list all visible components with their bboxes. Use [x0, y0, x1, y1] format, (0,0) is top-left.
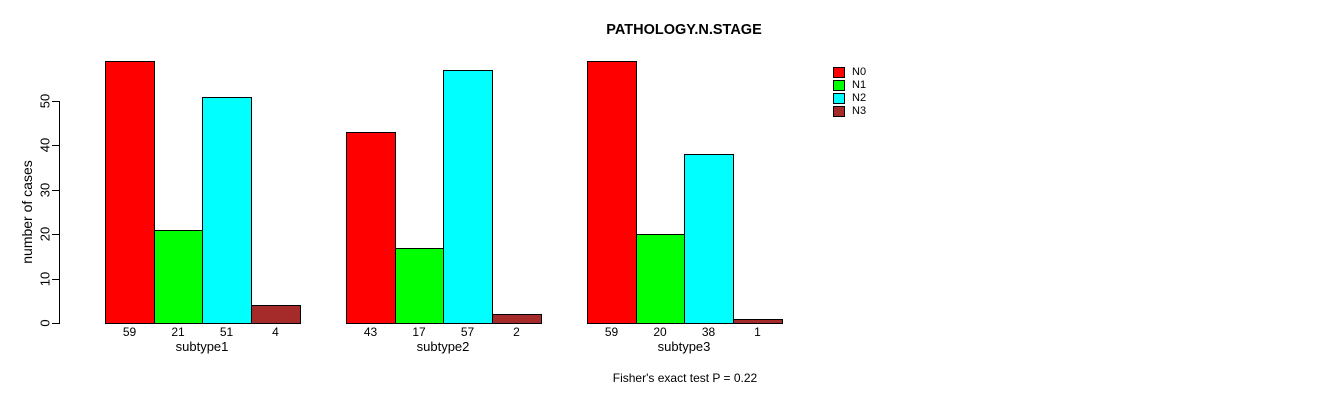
- category-label-subtype2: subtype2: [416, 339, 470, 354]
- bar-value-label-subtype1-N3: 4: [272, 325, 279, 339]
- y-tick-label: 50: [37, 93, 53, 109]
- y-axis-tick: [52, 323, 59, 324]
- bar-subtype1-N1: [154, 230, 203, 324]
- legend-swatch-N0: [833, 67, 845, 78]
- bar-subtype3-N3: [733, 319, 783, 324]
- legend-label-N0: N0: [852, 66, 867, 78]
- y-axis-line: [59, 101, 60, 324]
- y-axis-tick: [52, 145, 59, 146]
- legend-swatch-N1: [833, 80, 845, 91]
- y-tick-label: 40: [37, 137, 53, 153]
- bar-subtype3-N1: [636, 234, 685, 324]
- bar-value-label-subtype3-N3: 1: [754, 325, 761, 339]
- bar-subtype2-N3: [492, 314, 542, 324]
- bar-subtype1-N3: [251, 305, 301, 324]
- bar-value-label-subtype1-N0: 59: [122, 325, 137, 339]
- y-tick-label: 0: [37, 319, 53, 327]
- bar-value-label-subtype3-N0: 59: [604, 325, 619, 339]
- bar-subtype1-N2: [202, 97, 252, 324]
- bar-subtype2-N1: [395, 248, 444, 324]
- y-tick-label: 20: [37, 226, 53, 242]
- category-label-subtype3: subtype3: [657, 339, 711, 354]
- y-axis-tick: [52, 101, 59, 102]
- legend-swatch-N2: [833, 93, 845, 104]
- y-axis-tick: [52, 190, 59, 191]
- legend-label-N3: N3: [852, 105, 867, 117]
- bar-subtype3-N2: [684, 154, 734, 324]
- bar-value-label-subtype1-N1: 21: [171, 325, 185, 339]
- bar-value-label-subtype2-N0: 43: [363, 325, 378, 339]
- y-tick-label: 10: [37, 271, 53, 287]
- bar-subtype3-N0: [587, 61, 637, 324]
- y-tick-label: 30: [37, 182, 53, 198]
- y-axis-tick: [52, 279, 59, 280]
- legend-label-N1: N1: [852, 79, 867, 91]
- annotation-fisher-test: Fisher's exact test P = 0.22: [612, 371, 758, 385]
- category-label-subtype1: subtype1: [175, 339, 229, 354]
- bar-subtype2-N2: [443, 70, 493, 324]
- bar-value-label-subtype3-N2: 38: [701, 325, 716, 339]
- y-axis-label: number of cases: [19, 160, 35, 264]
- bar-subtype2-N0: [346, 132, 396, 324]
- chart-title: PATHOLOGY.N.STAGE: [606, 22, 762, 38]
- legend-swatch-N3: [833, 106, 845, 117]
- bar-value-label-subtype1-N2: 51: [219, 325, 234, 339]
- legend-label-N2: N2: [852, 92, 867, 104]
- bar-value-label-subtype3-N1: 20: [653, 325, 667, 339]
- bar-value-label-subtype2-N3: 2: [513, 325, 520, 339]
- bar-subtype1-N0: [105, 61, 155, 324]
- bar-value-label-subtype2-N2: 57: [460, 325, 475, 339]
- bar-value-label-subtype2-N1: 17: [412, 325, 426, 339]
- y-axis-tick: [52, 234, 59, 235]
